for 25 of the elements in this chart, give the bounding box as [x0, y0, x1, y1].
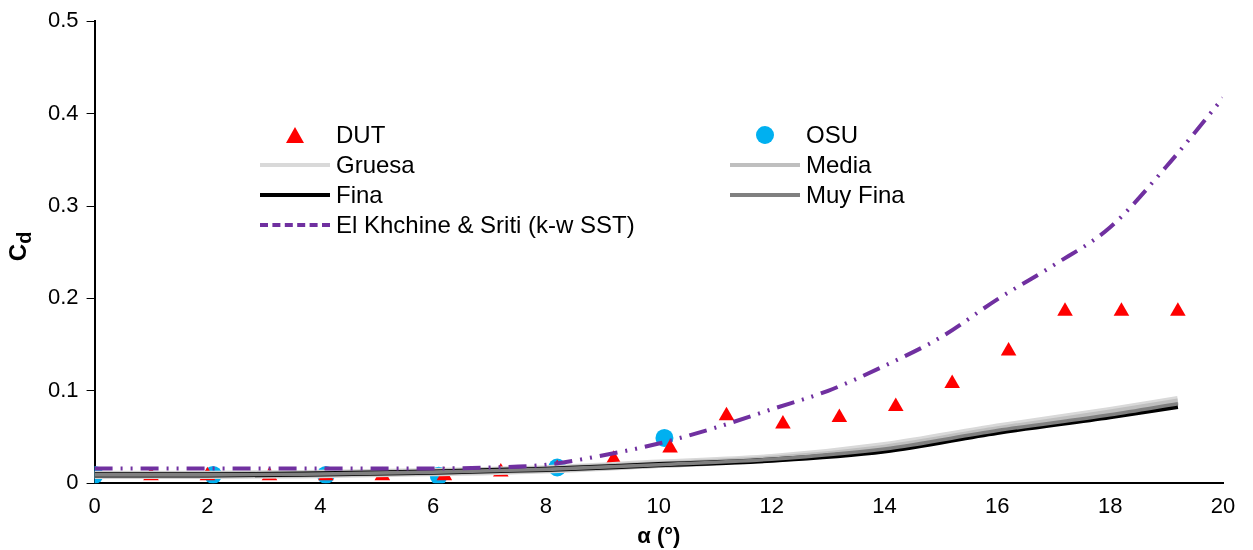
legend-label: Fina [336, 181, 383, 209]
x-tick-label: 4 [314, 493, 327, 519]
y-tick-label: 0.4 [47, 99, 79, 125]
y-tick-label: 0.3 [47, 192, 79, 218]
legend-label: DUT [336, 121, 386, 149]
legend-label: OSU [806, 121, 859, 149]
legend-label: El Khchine & Sriti (k-w SST) [336, 211, 635, 239]
legend-label: Muy Fina [806, 181, 905, 209]
x-tick-label: 0 [88, 493, 101, 519]
y-tick-label: 0.1 [47, 376, 79, 402]
legend-label: Gruesa [336, 151, 415, 179]
y-tick-label: 0.5 [47, 7, 79, 33]
x-tick-label: 18 [1097, 493, 1123, 519]
legend-label: Media [806, 151, 872, 179]
x-tick-label: 12 [759, 493, 784, 519]
y-tick-label: 0 [66, 469, 79, 495]
x-tick-label: 8 [539, 493, 553, 519]
x-tick-label: 16 [985, 493, 1010, 519]
x-tick-label: 6 [426, 493, 440, 519]
x-tick-label: 14 [872, 493, 897, 519]
x-tick-label: 2 [201, 493, 214, 519]
x-tick-label: 20 [1210, 493, 1236, 519]
x-tick-label: 10 [646, 493, 672, 519]
x-axis-title: α (°) [637, 522, 681, 548]
y-tick-label: 0.2 [47, 284, 79, 310]
